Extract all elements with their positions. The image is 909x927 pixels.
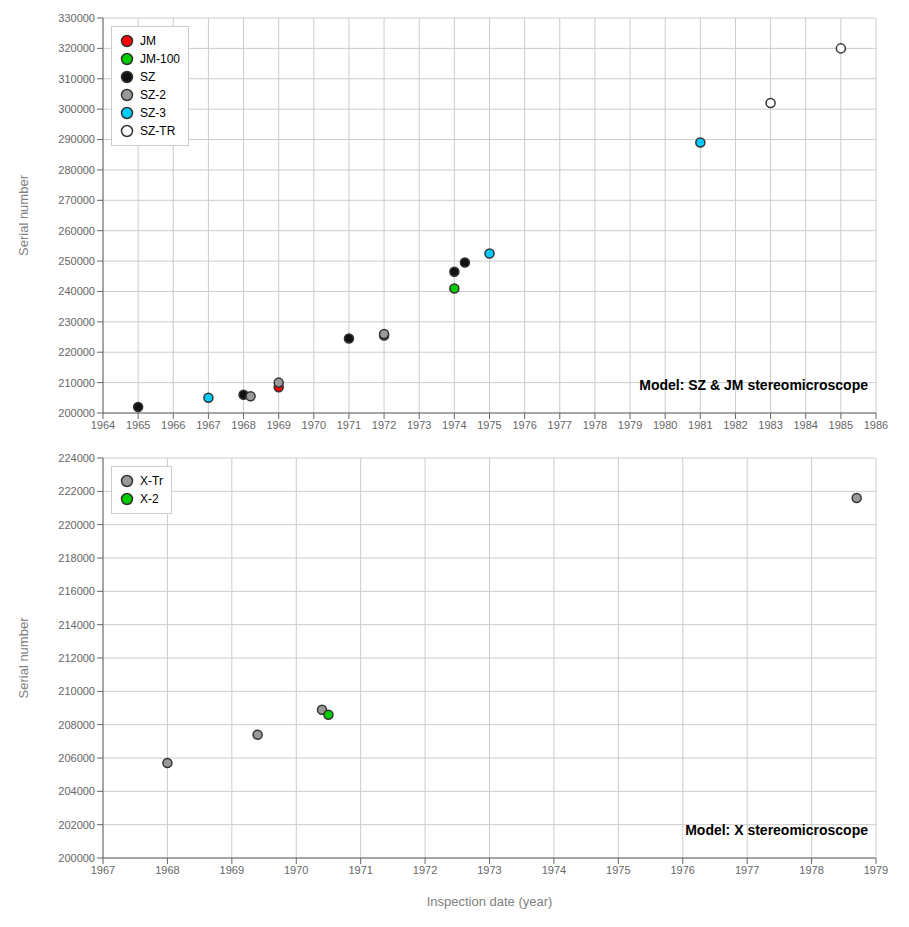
svg-text:Serial number: Serial number [16,174,31,256]
svg-text:300000: 300000 [58,103,95,115]
html-text:X-Tr: X-Tr [140,474,163,488]
svg-text:1983: 1983 [758,419,782,431]
svg-text:310000: 310000 [58,73,95,85]
svg-text:214000: 214000 [58,619,95,631]
svg-text:1965: 1965 [126,419,150,431]
html-text:SZ: SZ [140,70,156,84]
svg-text:1972: 1972 [372,419,396,431]
svg-text:1964: 1964 [91,419,115,431]
svg-text:202000: 202000 [58,819,95,831]
svg-text:224000: 224000 [58,452,95,464]
svg-text:1970: 1970 [302,419,326,431]
svg-text:1980: 1980 [653,419,677,431]
html-text:Model: X stereomicroscope: Model: X stereomicroscope [685,822,868,838]
svg-text:210000: 210000 [58,685,95,697]
svg-text:1969: 1969 [266,419,290,431]
svg-text:1967: 1967 [91,864,115,876]
html-text:Model: SZ & JM stereomicroscop: Model: SZ & JM stereomicroscope [639,377,868,394]
svg-text:1977: 1977 [548,419,572,431]
svg-text:1974: 1974 [442,419,466,431]
svg-text:1967: 1967 [196,419,220,431]
svg-text:230000: 230000 [58,316,95,328]
svg-text:216000: 216000 [58,585,95,597]
svg-text:1968: 1968 [155,864,179,876]
svg-text:1969: 1969 [220,864,244,876]
svg-text:320000: 320000 [58,42,95,54]
svg-text:1970: 1970 [284,864,308,876]
svg-text:1977: 1977 [735,864,759,876]
svg-text:1972: 1972 [413,864,437,876]
svg-text:1978: 1978 [583,419,607,431]
svg-text:1968: 1968 [231,419,255,431]
svg-text:1975: 1975 [477,419,501,431]
html-text:JM-100: JM-100 [140,52,180,66]
svg-text:1976: 1976 [671,864,695,876]
html-text:SZ-2: SZ-2 [140,88,166,102]
html-text:SZ-3: SZ-3 [140,106,166,120]
svg-text:1984: 1984 [793,419,817,431]
svg-text:280000: 280000 [58,164,95,176]
svg-text:208000: 208000 [58,719,95,731]
svg-text:270000: 270000 [58,194,95,206]
svg-text:1981: 1981 [688,419,712,431]
svg-text:220000: 220000 [58,346,95,358]
svg-text:204000: 204000 [58,785,95,797]
svg-text:210000: 210000 [58,377,95,389]
svg-text:1976: 1976 [512,419,536,431]
svg-text:1973: 1973 [407,419,431,431]
svg-text:1973: 1973 [477,864,501,876]
svg-text:222000: 222000 [58,485,95,497]
svg-text:1985: 1985 [829,419,853,431]
html-text:X-2: X-2 [140,492,159,506]
svg-text:1971: 1971 [337,419,361,431]
svg-text:1982: 1982 [723,419,747,431]
html-text:SZ-TR: SZ-TR [140,124,176,138]
svg-text:250000: 250000 [58,255,95,267]
svg-text:240000: 240000 [58,285,95,297]
svg-text:330000: 330000 [58,12,95,24]
svg-text:220000: 220000 [58,519,95,531]
svg-text:200000: 200000 [58,407,95,419]
svg-text:260000: 260000 [58,225,95,237]
svg-text:1979: 1979 [618,419,642,431]
svg-text:1974: 1974 [542,864,566,876]
html-text:JM: JM [140,34,156,48]
svg-text:Inspection date (year): Inspection date (year) [427,894,553,909]
svg-text:1979: 1979 [864,864,888,876]
svg-text:1975: 1975 [606,864,630,876]
svg-text:Serial number: Serial number [16,617,31,699]
svg-text:218000: 218000 [58,552,95,564]
svg-text:1966: 1966 [161,419,185,431]
svg-text:1971: 1971 [348,864,372,876]
svg-text:1986: 1986 [864,419,888,431]
svg-text:1978: 1978 [799,864,823,876]
svg-text:200000: 200000 [58,852,95,864]
svg-text:290000: 290000 [58,133,95,145]
svg-text:206000: 206000 [58,752,95,764]
svg-text:212000: 212000 [58,652,95,664]
